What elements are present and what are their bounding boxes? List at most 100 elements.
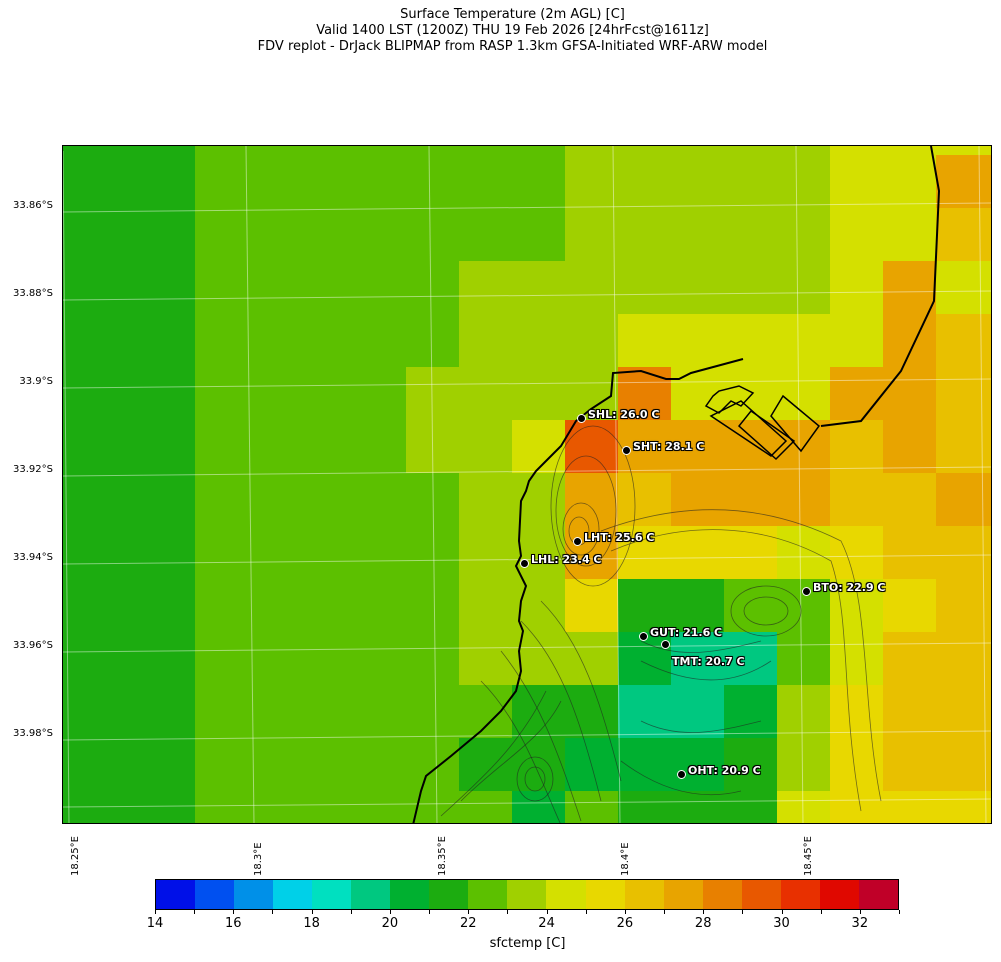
colorbar-tick: [820, 910, 822, 914]
grid-cell: [936, 579, 991, 632]
grid-cell: [777, 632, 830, 685]
grid-cell: [724, 632, 777, 685]
grid-cell: [195, 208, 248, 261]
grid-cell: [618, 314, 671, 367]
grid-cell: [830, 791, 883, 823]
colorbar-swatch: [780, 880, 820, 909]
coastline: [412, 146, 941, 823]
grid-cell: [777, 791, 830, 823]
grid-cell: [301, 146, 354, 155]
grid-cell: [354, 526, 406, 579]
station-label: GUT: 21.6 C: [650, 626, 723, 639]
grid-cell: [406, 367, 459, 420]
grid-cell: [724, 526, 777, 579]
grid-cell: [724, 314, 777, 367]
colorbar-swatch: [390, 880, 430, 909]
colorbar-tick: [233, 910, 235, 914]
grid-cell: [671, 314, 724, 367]
chart-title: Surface Temperature (2m AGL) [C] Valid 1…: [0, 7, 1001, 55]
grid-cell: [512, 261, 565, 314]
grid-cell: [724, 791, 777, 823]
grid-cell: [565, 261, 618, 314]
grid-cell: [301, 420, 354, 473]
grid-cell: [565, 367, 618, 420]
colorbar-tick-label: 16: [225, 916, 242, 931]
title-line-1: Surface Temperature (2m AGL) [C]: [400, 7, 625, 22]
grid-cell: [618, 155, 671, 208]
colorbar-tick-label: 28: [694, 916, 712, 931]
grid-cell: [63, 791, 195, 823]
colorbar-label: sfctemp [C]: [489, 936, 566, 951]
grid-cell: [512, 146, 565, 155]
grid-cell: [354, 208, 406, 261]
grid-cell: [63, 473, 195, 526]
station-label: TMT: 20.7 C: [672, 655, 745, 668]
station-label: OHT: 20.9 C: [688, 764, 761, 777]
grid-cell: [724, 473, 777, 526]
grid-cell: [777, 738, 830, 791]
station-marker-icon: [677, 770, 686, 779]
colorbar-swatch: [468, 880, 508, 909]
grid-cell: [459, 632, 512, 685]
grid-cell: [671, 579, 724, 632]
grid-cell: [565, 791, 618, 823]
grid-cell: [883, 473, 936, 526]
grid-cell: [354, 685, 406, 738]
grid-cell: [354, 155, 406, 208]
grid-cell: [565, 473, 618, 526]
grid-cell: [354, 367, 406, 420]
grid-cell: [248, 632, 301, 685]
grid-cell: [936, 420, 991, 473]
grid-cell: [830, 208, 883, 261]
map-overlay: [63, 146, 991, 823]
grid-cell: [195, 685, 248, 738]
title-line-3: FDV replot - DrJack BLIPMAP from RASP 1.…: [257, 39, 768, 54]
grid-cell: [195, 261, 248, 314]
station-marker-icon: [802, 587, 811, 596]
grid-cell: [830, 314, 883, 367]
colorbar-tick-label: 22: [459, 916, 477, 931]
grid-cell: [195, 526, 248, 579]
grid-cell: [354, 579, 406, 632]
grid-cell: [883, 526, 936, 579]
grid-cell: [565, 632, 618, 685]
grid-cell: [830, 261, 883, 314]
grid-cell: [777, 526, 830, 579]
x-tick-label: 18.45°E: [803, 836, 814, 876]
grid-cell: [671, 261, 724, 314]
x-tick-label: 18.25°E: [70, 836, 81, 876]
colorbar-swatch: [234, 880, 274, 909]
colorbar-swatch: [546, 880, 586, 909]
grid-cell: [618, 208, 671, 261]
colorbar-tick: [703, 910, 705, 914]
grid-cell: [248, 526, 301, 579]
grid-cell: [63, 685, 195, 738]
grid-cell: [618, 261, 671, 314]
grid-cell: [883, 208, 936, 261]
colorbar-swatch: [273, 880, 313, 909]
colorbar-swatch: [663, 880, 703, 909]
grid-cell: [565, 155, 618, 208]
grid-cell: [459, 155, 512, 208]
grid-cell: [830, 473, 883, 526]
grid-cell: [565, 146, 618, 155]
colorbar-swatch: [429, 880, 469, 909]
grid-cell: [406, 155, 459, 208]
grid-cell: [195, 146, 248, 155]
grid-cell: [936, 261, 991, 314]
colorbar-swatch: [351, 880, 391, 909]
grid-cell: [830, 526, 883, 579]
colorbar-tick: [389, 910, 391, 914]
grid-cell: [512, 420, 565, 473]
grid-cell: [63, 526, 195, 579]
grid-cell: [301, 791, 354, 823]
grid-cell: [63, 146, 195, 155]
grid-cell: [301, 526, 354, 579]
grid-cell: [830, 146, 883, 155]
grid-cell: [248, 579, 301, 632]
grid-cell: [406, 738, 459, 791]
grid-cell: [354, 473, 406, 526]
colorbar-tick: [585, 910, 587, 914]
grid-cell: [301, 685, 354, 738]
x-tick-label: 18.35°E: [437, 836, 448, 876]
